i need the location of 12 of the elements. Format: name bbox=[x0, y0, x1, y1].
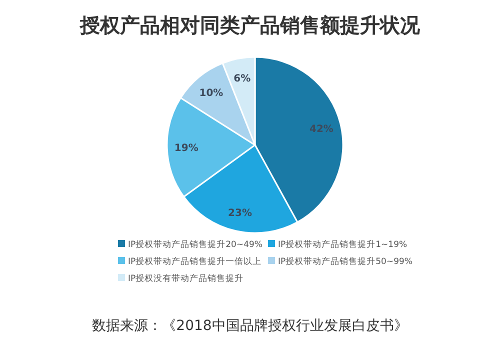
legend-label: IP授权带动产品销售提升50~99% bbox=[278, 256, 412, 267]
data-label: 6% bbox=[234, 74, 251, 85]
data-label: 10% bbox=[199, 88, 224, 100]
legend-label: IP授权带动产品销售提升一倍以上 bbox=[128, 256, 262, 267]
legend-label: IP授权带动产品销售提升1~19% bbox=[278, 239, 408, 250]
legend-label: IP授权没有带动产品销售提升 bbox=[128, 273, 244, 284]
data-label: 42% bbox=[310, 124, 334, 135]
data-label: 23% bbox=[228, 208, 252, 219]
data-label: 19% bbox=[174, 143, 198, 154]
source-note: 数据来源：《2018中国品牌授权行业发展白皮书》 bbox=[92, 318, 408, 334]
chart-title: 授权产品相对同类产品销售额提升状况 bbox=[79, 13, 421, 37]
legend-label: IP授权带动产品销售提升20~49% bbox=[128, 239, 262, 250]
